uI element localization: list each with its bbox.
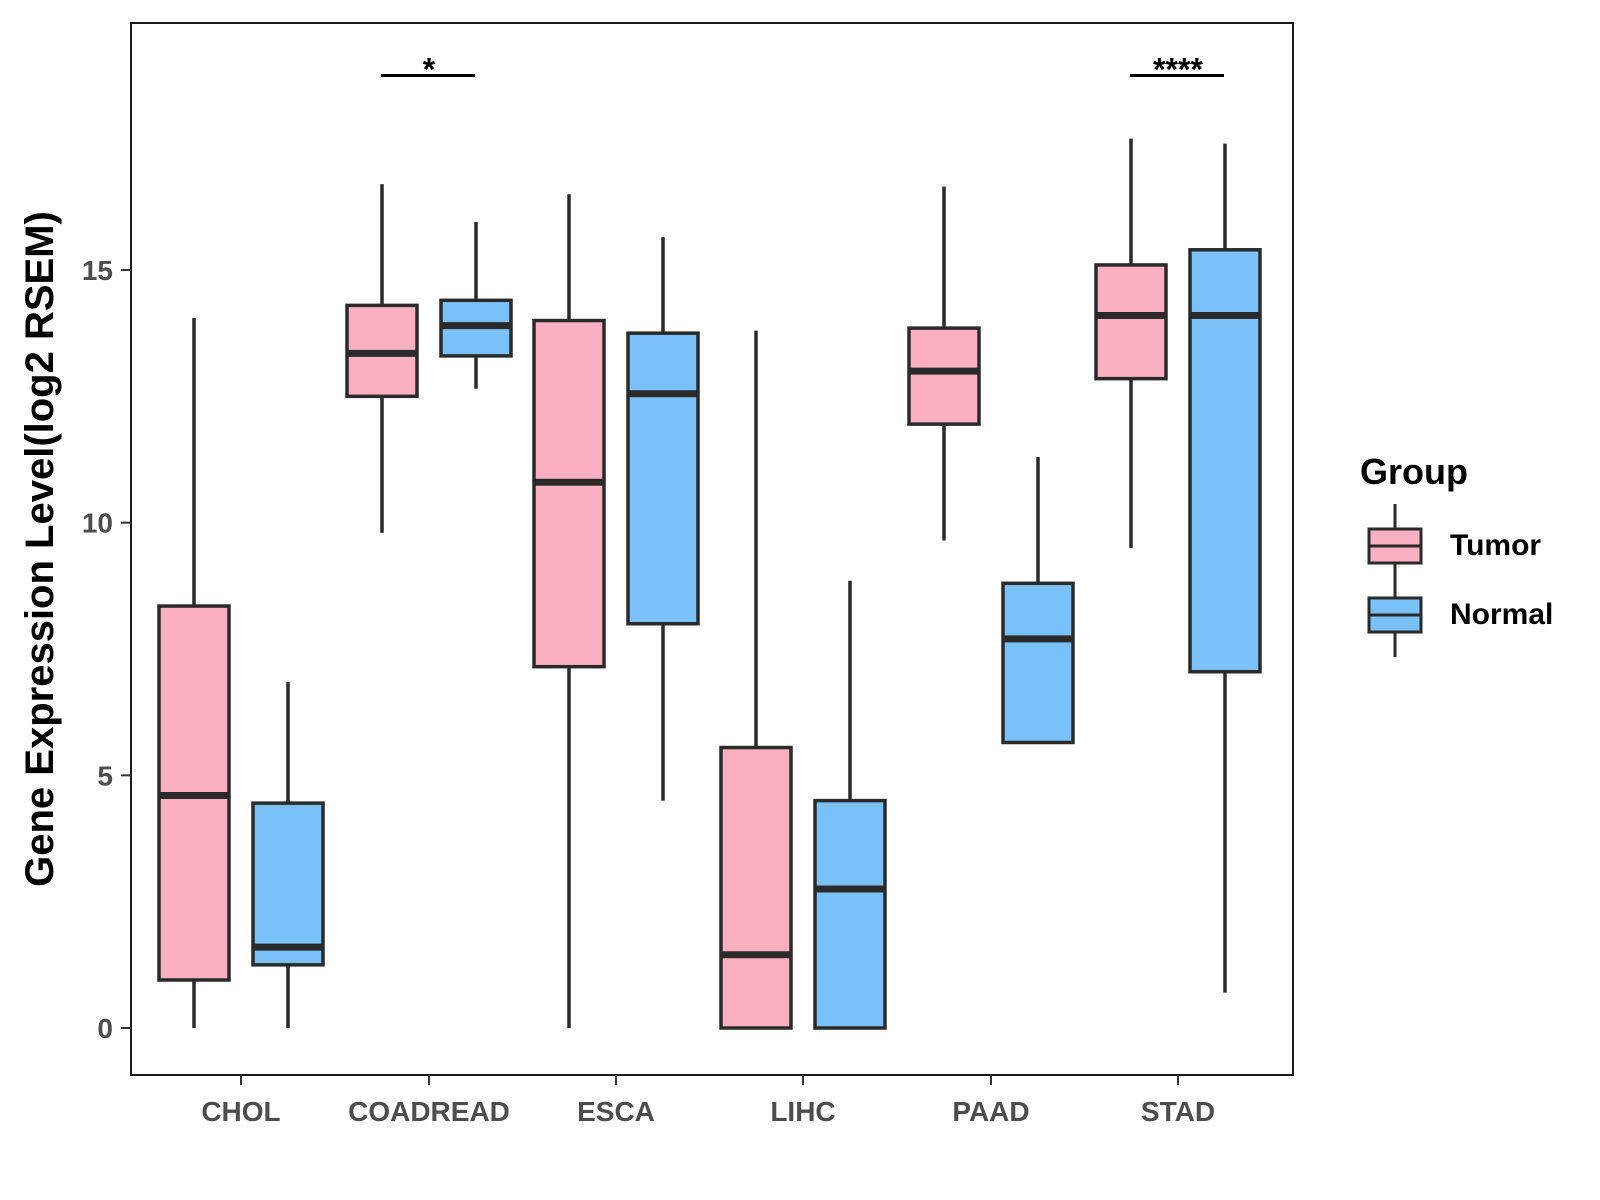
x-tick-label: COADREAD bbox=[348, 1096, 510, 1127]
significance-label: * bbox=[423, 51, 436, 87]
legend-label-tumor: Tumor bbox=[1450, 529, 1541, 562]
y-axis-title: Gene Expression Level(log2 RSEM) bbox=[18, 211, 62, 887]
x-tick-label: LIHC bbox=[770, 1096, 835, 1127]
x-tick-label: CHOL bbox=[201, 1096, 280, 1127]
x-tick-label: ESCA bbox=[577, 1096, 655, 1127]
box-iqr bbox=[532, 318, 606, 669]
y-tick-label: 10 bbox=[82, 508, 113, 539]
x-tick-label: PAAD bbox=[952, 1096, 1029, 1127]
panel-border bbox=[130, 22, 1294, 1076]
y-tick-label: 0 bbox=[97, 1013, 113, 1044]
box-normal-esca bbox=[626, 237, 700, 801]
box-iqr bbox=[1001, 581, 1075, 745]
box-iqr bbox=[813, 798, 887, 1030]
legend: Group Tumor Normal bbox=[1360, 451, 1553, 657]
x-tick-label: STAD bbox=[1141, 1096, 1215, 1127]
box-tumor-esca bbox=[532, 194, 606, 1028]
box-tumor-paad bbox=[907, 186, 981, 541]
legend-key-tumor bbox=[1367, 504, 1423, 588]
plot-area bbox=[157, 138, 1262, 1030]
box-tumor-chol bbox=[157, 318, 231, 1028]
box-normal-lihc bbox=[813, 580, 887, 1030]
box-tumor-stad bbox=[1094, 138, 1168, 548]
legend-label-normal: Normal bbox=[1450, 598, 1553, 631]
box-iqr bbox=[907, 326, 981, 426]
y-tick-label: 5 bbox=[97, 760, 113, 791]
legend-key-normal bbox=[1367, 573, 1423, 657]
box-tumor-lihc bbox=[719, 330, 793, 1030]
box-iqr bbox=[1188, 248, 1262, 674]
legend-title: Group bbox=[1360, 451, 1468, 492]
y-tick-label: 15 bbox=[82, 255, 113, 286]
box-normal-paad bbox=[1001, 456, 1075, 745]
box-tumor-coadread bbox=[345, 184, 419, 533]
box-iqr bbox=[251, 801, 325, 967]
box-normal-stad bbox=[1188, 143, 1262, 993]
box-normal-chol bbox=[251, 681, 325, 1028]
box-iqr bbox=[1094, 263, 1168, 381]
box-normal-coadread bbox=[439, 221, 513, 389]
significance-label: **** bbox=[1153, 51, 1203, 87]
box-iqr bbox=[626, 331, 700, 626]
box-iqr bbox=[719, 745, 793, 1030]
